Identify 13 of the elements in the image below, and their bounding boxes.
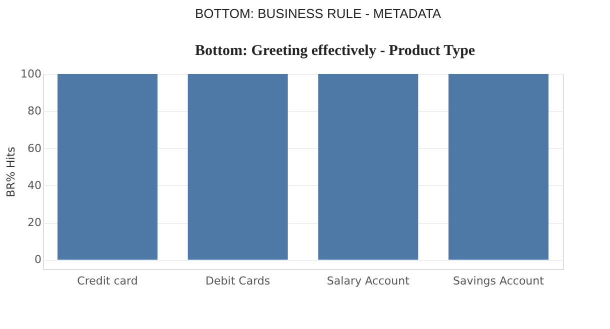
x-tick-label: Debit Cards (206, 274, 270, 288)
x-tick-label: Savings Account (453, 274, 545, 288)
chart-subtitle: Bottom: Greeting effectively - Product Type (195, 43, 476, 59)
y-tick-label: 60 (28, 142, 42, 155)
chart-title: BOTTOM: BUSINESS RULE - METADATA (195, 6, 442, 21)
y-tick-label: 20 (28, 216, 42, 230)
y-tick-label: 40 (28, 178, 42, 192)
y-tick-label: 80 (28, 104, 42, 118)
x-tick-label: Salary Account (326, 274, 410, 288)
y-tick-label: 100 (20, 68, 42, 80)
y-axis-title: BR% Hits (4, 146, 18, 198)
x-tick-label: Credit card (77, 274, 138, 288)
y-tick-label: 0 (34, 253, 42, 266)
